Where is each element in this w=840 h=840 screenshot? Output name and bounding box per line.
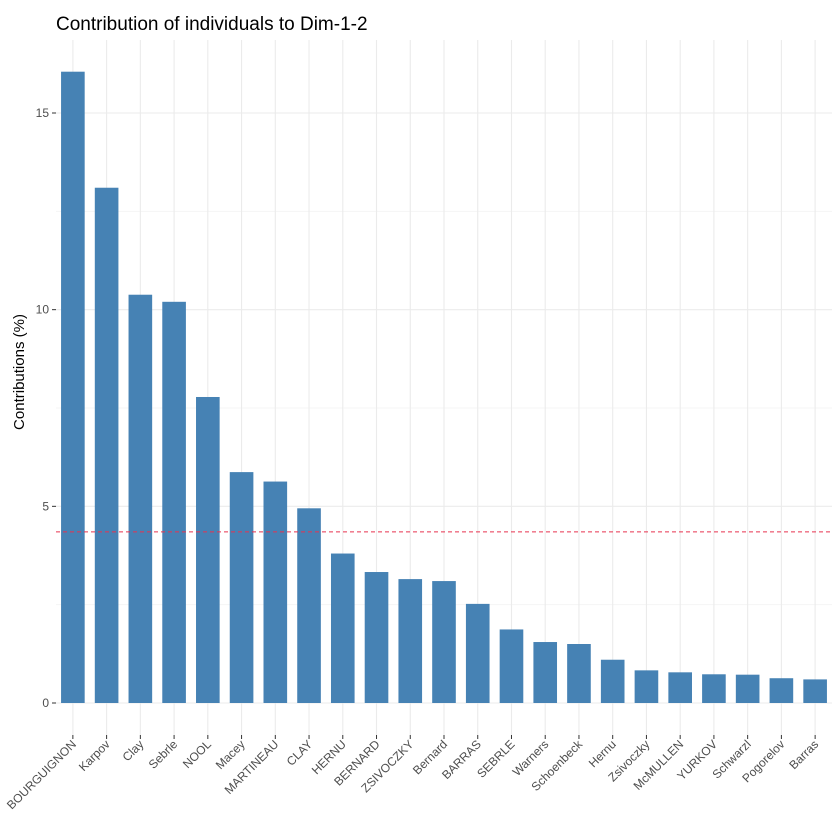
bar-hernu[interactable] xyxy=(600,659,625,703)
x-tick-label: CLAY xyxy=(284,737,315,768)
x-tick-label: Clay xyxy=(120,737,147,764)
bar-bernard[interactable] xyxy=(364,572,389,703)
y-tick-label: 15 xyxy=(36,106,50,120)
bar-clay[interactable] xyxy=(128,294,153,703)
x-tick-label: BOURGUIGNON xyxy=(4,737,79,812)
x-tick-label: Barras xyxy=(786,737,821,772)
bar-bernard[interactable] xyxy=(432,581,456,703)
bar-schoenbeck[interactable] xyxy=(567,644,591,703)
y-axis: 0 5 10 15 xyxy=(36,106,56,710)
bar-pogorelov[interactable] xyxy=(769,678,794,703)
bar-nool[interactable] xyxy=(196,396,220,703)
y-tick-label: 0 xyxy=(42,696,49,710)
bar-yurkov[interactable] xyxy=(702,674,726,703)
bar-schwarzl[interactable] xyxy=(735,674,760,703)
bar-barras[interactable] xyxy=(465,603,490,703)
bar-barras[interactable] xyxy=(803,679,827,703)
chart-title: Contribution of individuals to Dim-1-2 xyxy=(56,14,368,35)
bar-clay[interactable] xyxy=(297,508,321,703)
x-tick-label: SEBRLE xyxy=(474,737,517,780)
bar-mcmullen[interactable] xyxy=(668,672,692,703)
bar-karpov[interactable] xyxy=(94,187,119,704)
y-tick-label: 10 xyxy=(36,303,50,317)
bar-sebrle[interactable] xyxy=(162,301,186,703)
bar-zsivoczky[interactable] xyxy=(398,579,423,703)
y-tick-label: 5 xyxy=(42,499,49,513)
x-tick-label: NOOL xyxy=(180,737,214,771)
x-tick-label: Sebrle xyxy=(146,737,181,772)
bar-hernu[interactable] xyxy=(330,553,355,703)
bar-warners[interactable] xyxy=(533,642,558,703)
bar-sebrle[interactable] xyxy=(499,629,524,703)
bar-martineau[interactable] xyxy=(263,481,288,703)
bar-zsivoczky[interactable] xyxy=(634,670,659,703)
x-tick-label: Karpov xyxy=(76,737,113,774)
bar-bourguignon[interactable] xyxy=(61,71,85,703)
y-axis-label: Contributions (%) xyxy=(11,314,28,430)
bar-macey[interactable] xyxy=(229,472,254,703)
bars xyxy=(61,71,827,704)
